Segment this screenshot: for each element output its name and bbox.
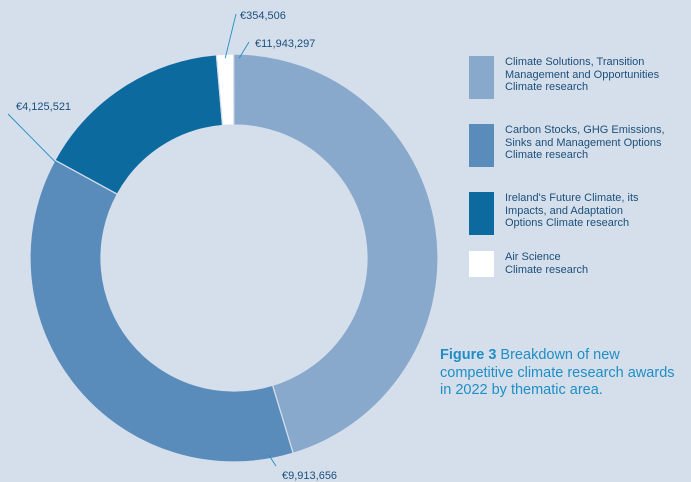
figure-number: Figure 3: [440, 347, 497, 363]
leader-line: [268, 454, 277, 467]
figure-caption: Figure 3 Breakdown of new competitive cl…: [440, 347, 685, 400]
data-label: €354,506: [240, 10, 286, 22]
data-label: €9,913,656: [282, 470, 337, 482]
donut-slice: [233, 53, 439, 454]
legend-label: Ireland's Future Climate, its Impacts, a…: [505, 192, 639, 229]
data-label: €4,125,521: [16, 101, 71, 113]
legend-label: Climate Solutions, Transition Management…: [505, 56, 660, 93]
donut-slice: [54, 54, 224, 196]
figure-caption-text: Breakdown of new competitive climate res…: [440, 347, 675, 398]
donut-ring: [29, 53, 439, 463]
leader-line: [7, 113, 58, 165]
legend-label: Carbon Stocks, GHG Emissions, Sinks and …: [505, 124, 665, 161]
legend-swatch: [469, 56, 494, 99]
leader-line: [238, 41, 250, 59]
legend-swatch: [469, 124, 494, 167]
donut-slice: [29, 159, 294, 463]
legend-swatch: [469, 192, 494, 235]
donut-slice: [215, 53, 235, 127]
legend-label: Air Science Climate research: [505, 251, 589, 276]
legend-swatch: [469, 251, 494, 277]
leader-line: [224, 13, 237, 59]
data-label: €11,943,297: [255, 38, 315, 50]
